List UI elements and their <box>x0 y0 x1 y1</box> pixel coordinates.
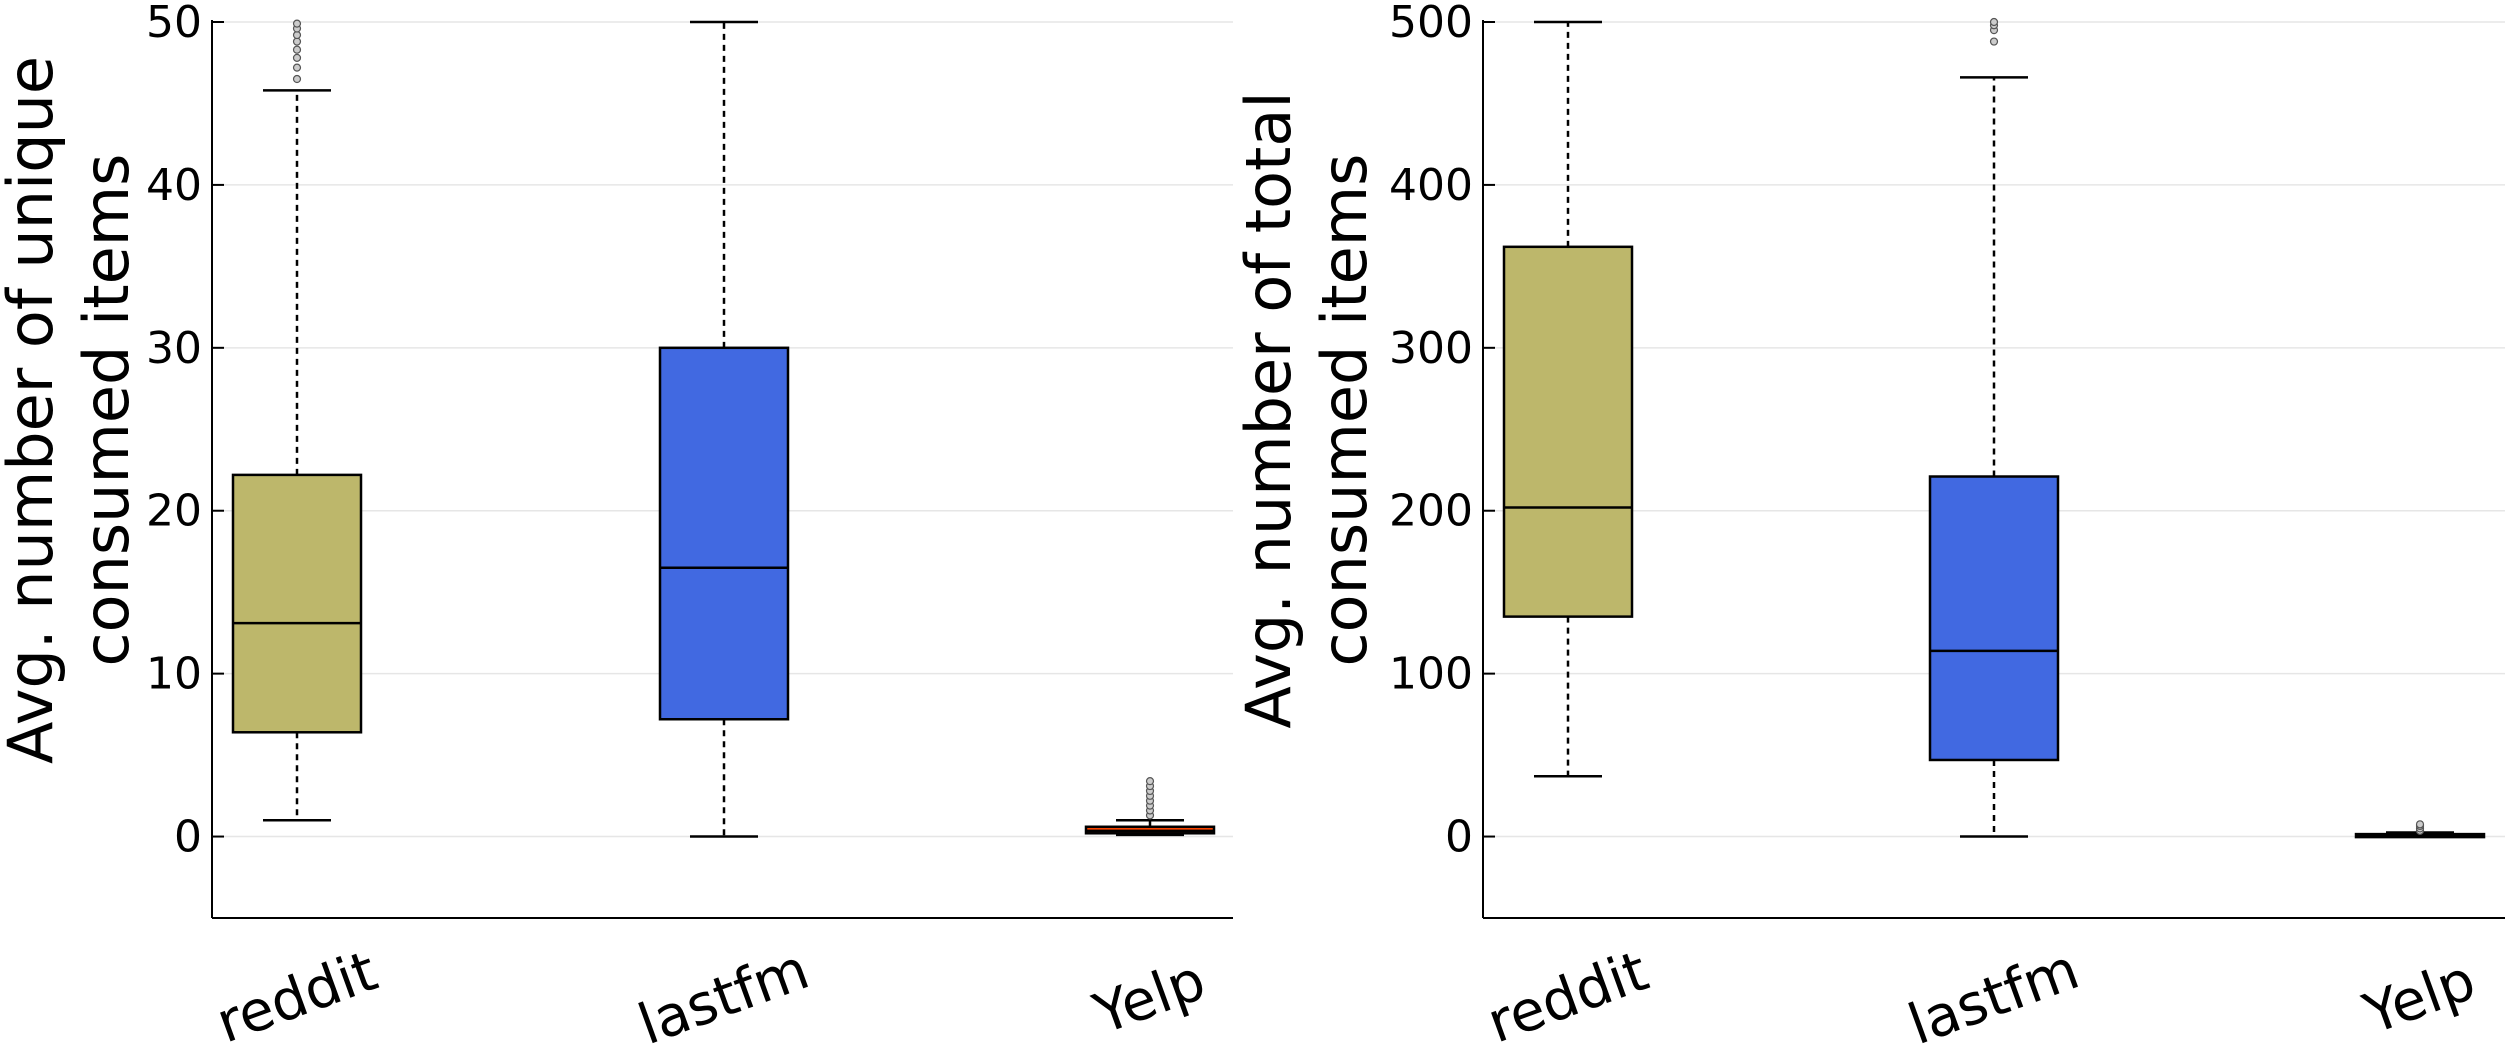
outlier-point <box>292 63 302 72</box>
x-tick-label: lastfm <box>630 937 817 1047</box>
box-lastfm <box>1928 17 2060 838</box>
outlier-point <box>1989 17 1999 27</box>
y-tick-label: 40 <box>146 160 202 211</box>
x-tick-label: reddit <box>208 939 385 1047</box>
x-tick-label: Yelp <box>2355 948 2484 1047</box>
outlier-point <box>292 19 302 28</box>
x-tick-label: reddit <box>1479 939 1656 1047</box>
total-items-panel: 0 100 200 300 400 500 Avg. number of total cons… <box>1232 0 2505 1047</box>
y-tick-label: 300 <box>1389 323 1473 374</box>
unique-items-panel: 0 10 20 30 40 50 Avg. number of unique consumed… <box>0 0 1233 1047</box>
y-tick-label: 30 <box>146 323 202 374</box>
box-body <box>658 346 790 721</box>
y-tick-label: 200 <box>1389 486 1473 537</box>
y-tick-label: 0 <box>174 812 202 863</box>
outlier-point <box>1145 777 1155 786</box>
box-body <box>231 473 363 734</box>
outlier-point <box>292 45 302 54</box>
box-reddit <box>231 19 363 822</box>
box-lastfm <box>658 20 790 838</box>
y-tick-label: 100 <box>1389 649 1473 700</box>
y-axis-title: consumed items <box>1308 154 1381 667</box>
y-axis-title: Avg. number of unique <box>0 56 67 764</box>
outlier-point <box>292 53 302 62</box>
x-tick-label: lastfm <box>1900 937 2087 1047</box>
outlier-point <box>292 74 302 84</box>
box-body <box>1502 245 1634 618</box>
y-axis-title: consumed items <box>70 154 143 667</box>
y-tick-label: 20 <box>146 486 202 537</box>
outlier-point <box>1989 37 1999 46</box>
box-reddit <box>1502 20 1634 778</box>
y-tick-label: 500 <box>1389 0 1473 48</box>
y-tick-label: 400 <box>1389 160 1473 211</box>
box-yelp <box>1084 777 1216 837</box>
box-yelp <box>2354 820 2486 839</box>
box-body <box>1928 475 2060 762</box>
y-tick-label: 50 <box>146 0 202 48</box>
y-tick-label: 10 <box>146 649 202 700</box>
outlier-point <box>2415 820 2425 829</box>
y-tick-label: 0 <box>1445 812 1473 863</box>
y-axis-title: Avg. number of total <box>1232 91 1305 728</box>
x-tick-label: Yelp <box>1085 948 1214 1047</box>
